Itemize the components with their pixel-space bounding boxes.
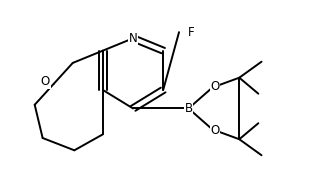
- Text: O: O: [210, 124, 220, 137]
- Text: O: O: [210, 80, 220, 93]
- Text: O: O: [41, 75, 50, 88]
- Text: F: F: [188, 26, 195, 39]
- Text: B: B: [185, 102, 193, 115]
- Text: N: N: [129, 32, 137, 45]
